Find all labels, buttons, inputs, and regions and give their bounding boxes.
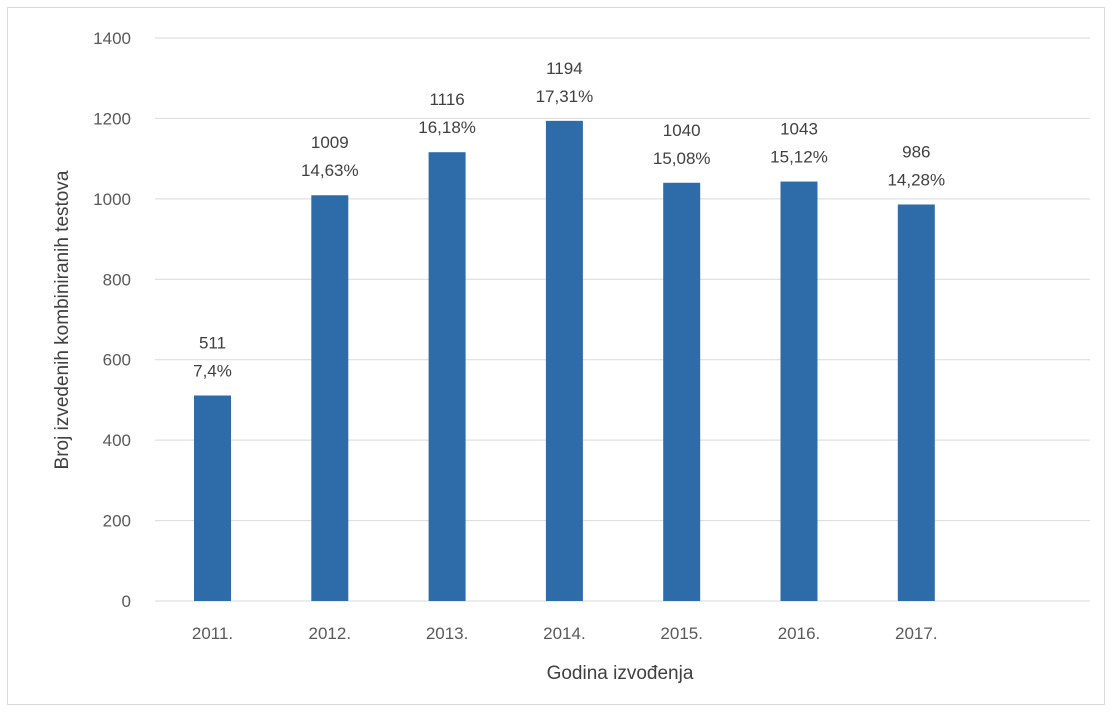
x-tick-label: 2012. (309, 624, 352, 643)
y-tick-label: 200 (103, 512, 131, 531)
data-label-value: 1194 (546, 59, 583, 78)
x-tick-labels: 2011. 2012. 2013. 2014. 2015. 2016. 2017. (192, 624, 938, 643)
x-tick-label: 2013. (426, 624, 469, 643)
data-label-value: 1116 (429, 90, 464, 109)
bar (545, 120, 583, 601)
data-label-percent: 14,28% (887, 170, 945, 189)
bar (194, 395, 231, 601)
y-tick-label: 400 (103, 431, 131, 450)
y-tick-label: 1000 (93, 190, 131, 209)
gridlines (155, 37, 1090, 602)
y-tick-label: 600 (103, 351, 131, 370)
bar (428, 152, 466, 602)
data-label-value: 511 (199, 334, 226, 353)
bar (663, 182, 701, 601)
x-axis-title: Godina izvođenja (547, 663, 694, 684)
data-label-value: 1040 (663, 121, 701, 140)
data-label-value: 1043 (780, 120, 818, 139)
data-label-percent: 17,31% (536, 87, 594, 106)
y-tick-label: 1200 (93, 109, 131, 128)
x-tick-label: 2014. (543, 624, 586, 643)
x-tick-label: 2015. (660, 624, 703, 643)
y-axis-title: Broj izvedenih kombiniranih testova (52, 170, 73, 469)
x-tick-label: 2016. (778, 624, 821, 643)
data-label-percent: 15,08% (653, 149, 711, 168)
data-label-percent: 15,12% (770, 148, 828, 167)
bar (897, 204, 935, 602)
data-labels: 511 7,4% 1009 14,63% 1116 16,18% 1194 17,31% 104… (193, 59, 945, 381)
bars (194, 120, 935, 602)
data-label-percent: 14,63% (301, 161, 359, 180)
data-label-percent: 16,18% (418, 118, 476, 137)
y-tick-labels: 0 200 400 600 800 1000 1200 1400 (93, 29, 131, 611)
x-tick-label: 2011. (192, 624, 233, 643)
y-tick-label: 1400 (93, 29, 131, 48)
x-tick-label: 2017. (895, 624, 938, 643)
bar (311, 195, 349, 601)
data-label-value: 986 (902, 142, 930, 161)
bar (780, 181, 818, 601)
data-label-percent: 7,4% (193, 362, 232, 381)
data-label-value: 1009 (311, 133, 349, 152)
y-tick-label: 0 (122, 592, 131, 611)
y-tick-label: 800 (103, 270, 131, 289)
